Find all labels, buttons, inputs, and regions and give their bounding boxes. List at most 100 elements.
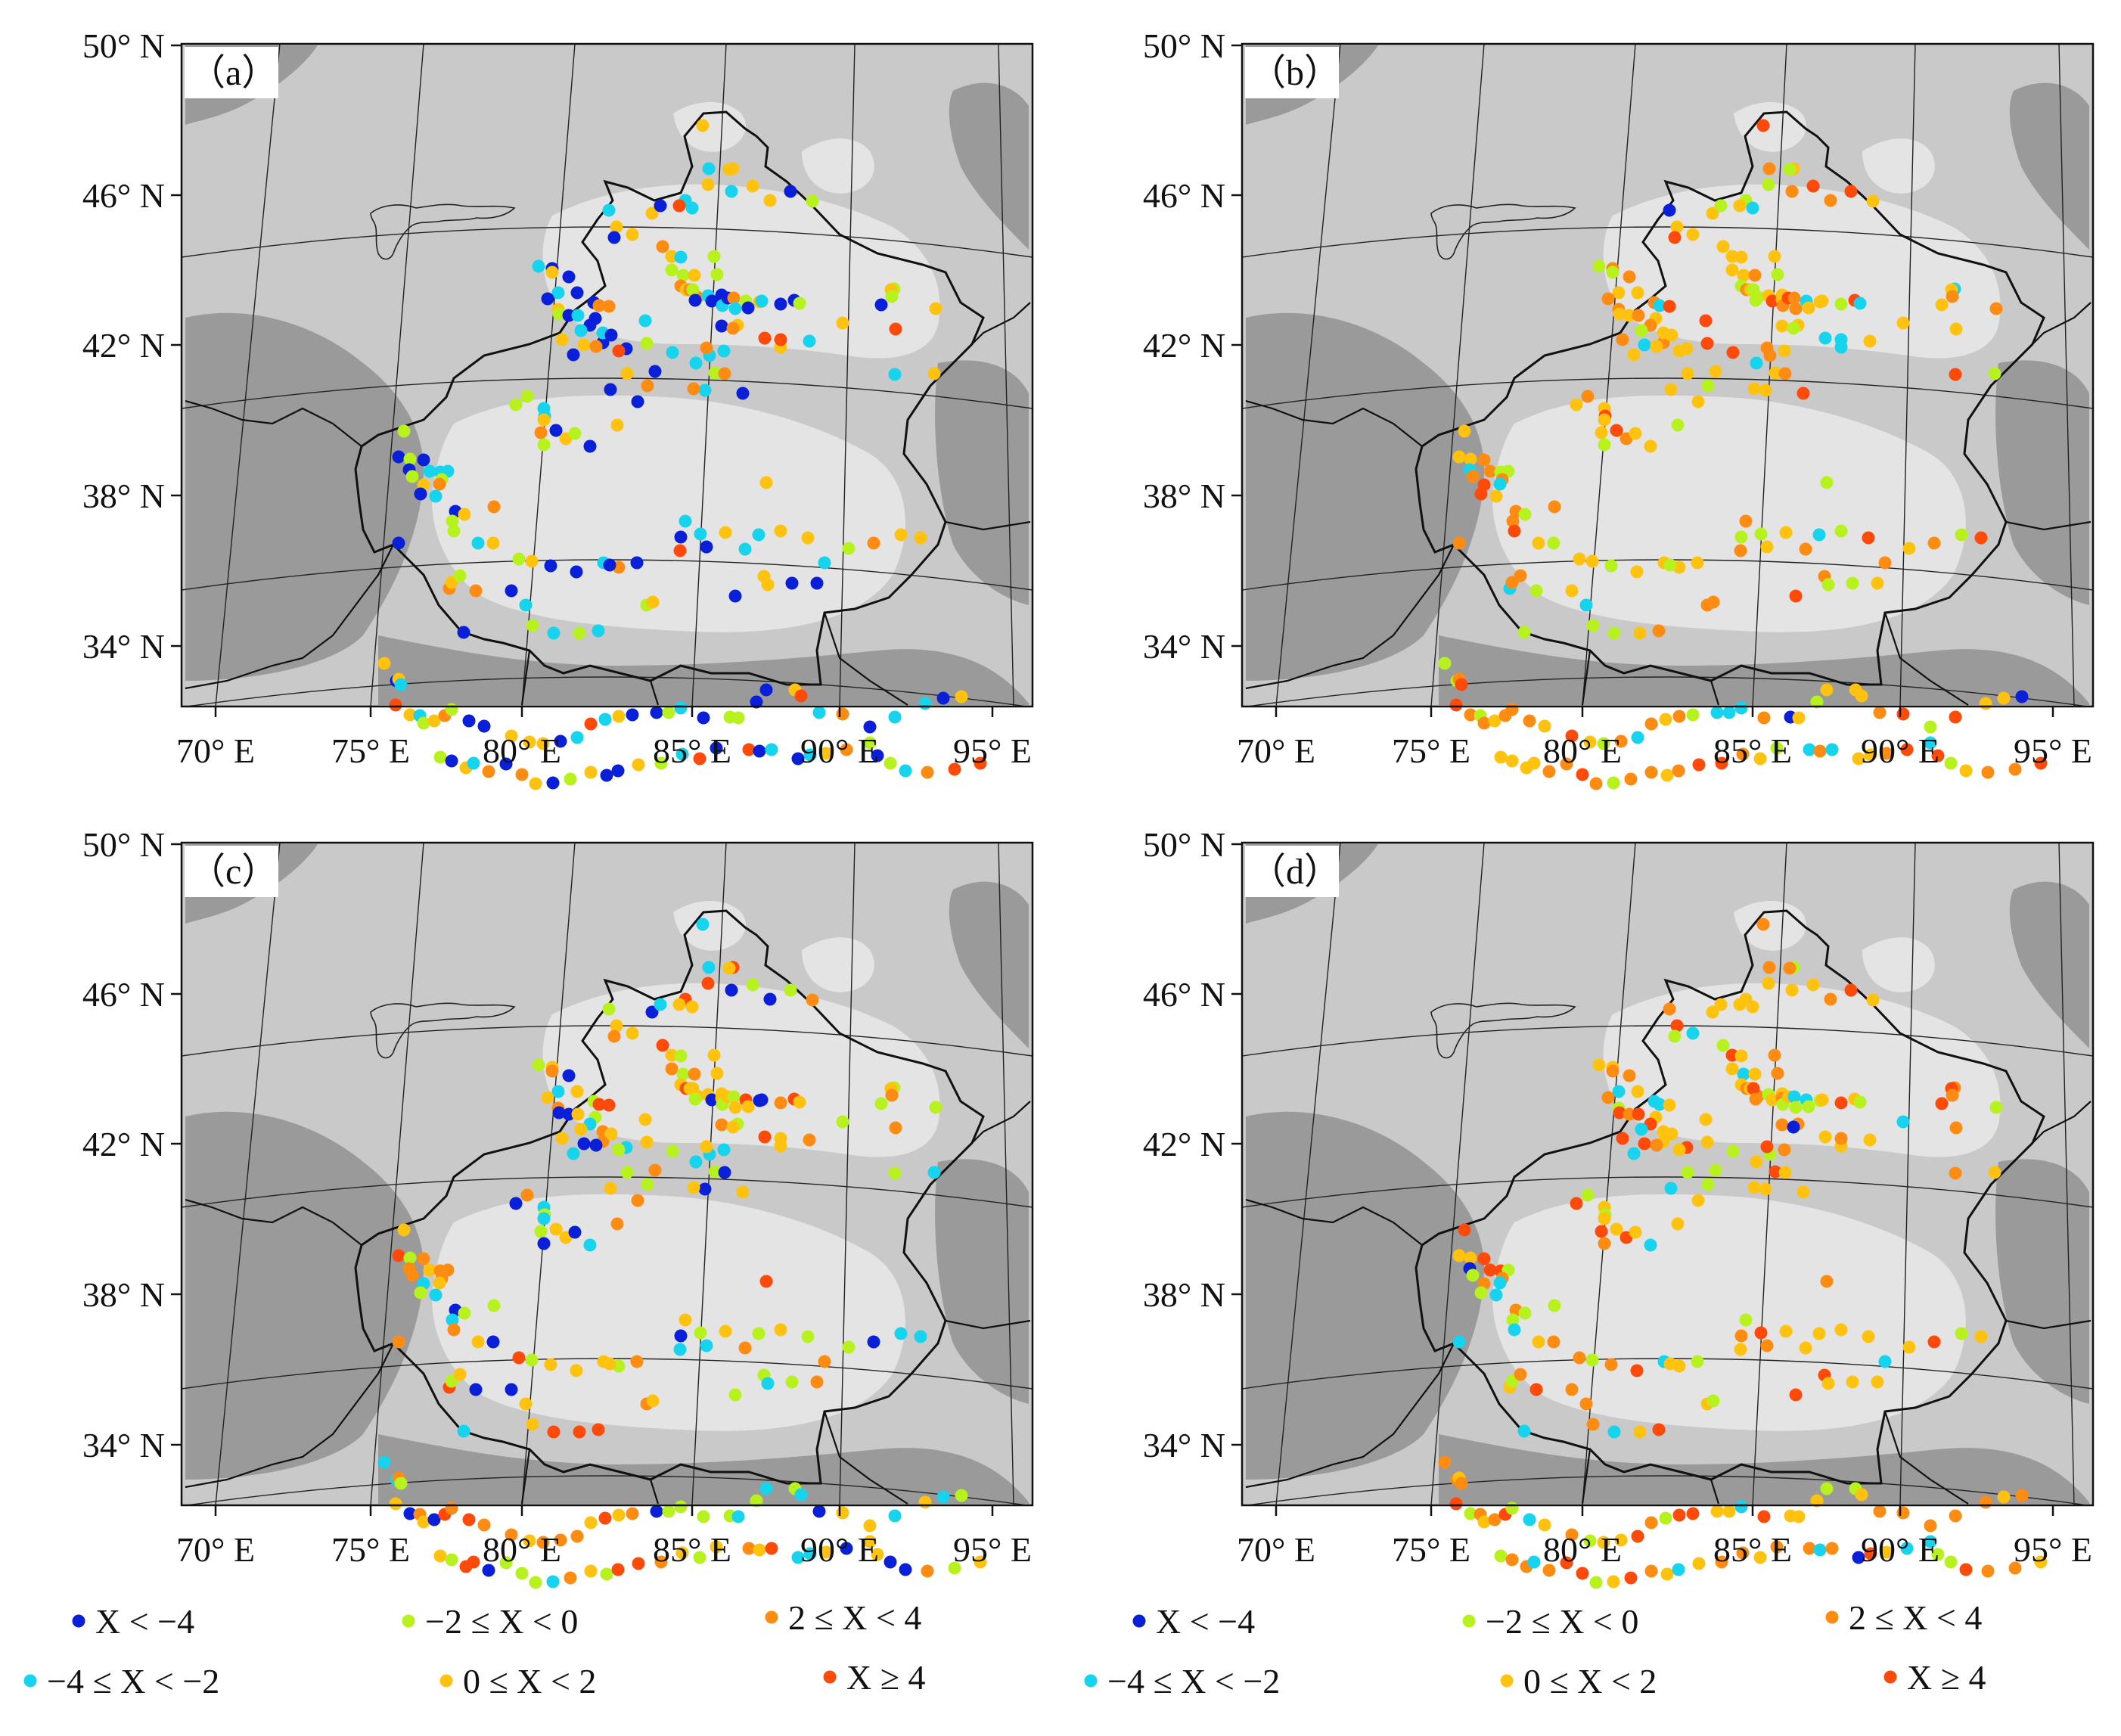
station-point [403, 452, 417, 466]
station-point [1726, 1144, 1740, 1158]
station-point [1935, 1097, 1949, 1110]
station-point [604, 383, 617, 396]
station-point [765, 1542, 778, 1555]
station-point [1997, 691, 2011, 705]
station-point [571, 1107, 585, 1121]
parallel-line [1242, 377, 2093, 409]
panel-label: （d） [1250, 852, 1340, 892]
legend-left: X < −4 −2 ≤ X < 0 2 ≤ X < 4 −4 ≤ X < −2 0 ≤ … [0, 1592, 1059, 1736]
station-point [1638, 1137, 1651, 1151]
station-point [686, 1082, 700, 1095]
station-point [763, 194, 777, 207]
station-point [894, 528, 908, 542]
station-point [784, 185, 797, 198]
legend-label: −4 ≤ X < −2 [47, 1662, 219, 1700]
station-point [551, 1085, 565, 1098]
station-point [785, 576, 799, 590]
station-point [534, 426, 548, 439]
station-point [863, 736, 877, 750]
station-point [1653, 1098, 1666, 1111]
station-point [1760, 341, 1774, 355]
station-point [1787, 321, 1800, 335]
station-point [1489, 489, 1503, 503]
station-point [532, 1058, 545, 1072]
station-point [610, 220, 623, 234]
station-point [1737, 1067, 1750, 1081]
station-point [547, 1425, 561, 1439]
station-point [549, 424, 563, 437]
station-point [948, 1561, 961, 1575]
lat-label: 46° N [82, 176, 165, 215]
station-point [1644, 439, 1657, 453]
station-point [1820, 1482, 1834, 1495]
station-point [1944, 756, 1958, 770]
station-point [710, 1540, 723, 1554]
terrain-basin [1603, 184, 2001, 359]
station-point [487, 1299, 501, 1312]
station-point [534, 1225, 548, 1238]
station-point [1686, 1026, 1700, 1040]
station-point [697, 1510, 710, 1523]
station-point [791, 1551, 805, 1564]
station-point [702, 162, 716, 175]
station-point [1529, 1383, 1543, 1396]
station-point [1866, 993, 1880, 1007]
station-point [1812, 528, 1826, 542]
station-point [1612, 286, 1626, 300]
station-point [620, 1166, 634, 1179]
station-point [612, 344, 626, 358]
station-point [1581, 390, 1595, 403]
station-point [1668, 1029, 1682, 1043]
station-point [1778, 1166, 1792, 1179]
station-point [1466, 470, 1480, 483]
station-point [562, 270, 576, 284]
terrain-high [1995, 1159, 2089, 1404]
national-borders [185, 1101, 1031, 1505]
station-point [1523, 1513, 1536, 1526]
station-point [645, 1005, 659, 1019]
parallel-line [1242, 1025, 2093, 1057]
station-point [722, 961, 736, 975]
station-point [673, 1343, 687, 1356]
legend-marker [439, 1674, 453, 1688]
station-point [564, 1571, 577, 1585]
legend-marker [1084, 1674, 1098, 1688]
station-point [774, 1096, 787, 1110]
station-point [592, 1098, 606, 1111]
station-point [1586, 619, 1600, 632]
station-point [1716, 1039, 1730, 1052]
station-point [1770, 741, 1784, 755]
station-point [392, 1335, 405, 1349]
station-point [1653, 299, 1666, 312]
station-point [417, 1515, 430, 1529]
station-point [1548, 500, 1561, 514]
station-point [1592, 1058, 1606, 1072]
station-point [1931, 749, 1945, 762]
station-point [417, 453, 430, 467]
station-point [1813, 1543, 1827, 1557]
station-point [836, 1506, 849, 1520]
station-point [1762, 178, 1775, 191]
station-point [457, 1424, 470, 1438]
panel-label-box [185, 47, 278, 98]
station-point [427, 714, 441, 728]
station-point [1864, 1547, 1877, 1561]
station-point [1664, 383, 1678, 396]
lon-label: 80° E [1543, 731, 1622, 770]
station-point [1670, 220, 1684, 234]
station-point [1659, 1511, 1672, 1525]
station-point [405, 470, 419, 483]
station-point [727, 291, 741, 305]
station-point [722, 163, 736, 176]
station-point [753, 744, 766, 758]
station-point [1686, 1507, 1700, 1520]
station-point [610, 1019, 623, 1033]
station-point [583, 439, 597, 453]
station-point [1629, 1225, 1642, 1239]
station-point [700, 1140, 713, 1154]
station-point [688, 269, 701, 282]
station-point [812, 1505, 826, 1518]
station-point [1810, 695, 1824, 709]
station-point [570, 1085, 584, 1098]
station-point [693, 1551, 706, 1564]
